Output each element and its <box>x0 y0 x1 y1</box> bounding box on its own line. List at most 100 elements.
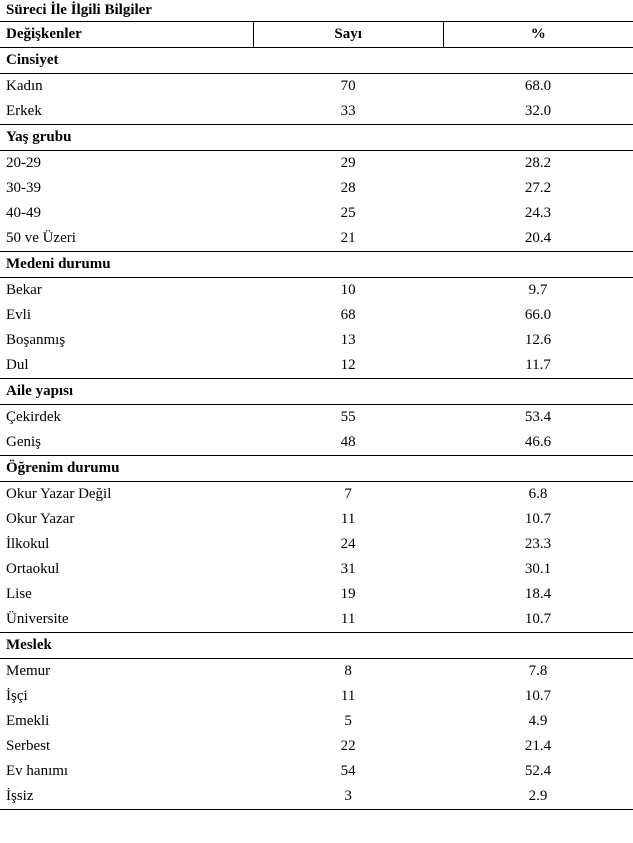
header-row: DeğişkenlerSayı% <box>0 22 633 48</box>
row-percent: 18.4 <box>443 582 633 607</box>
section-label: Aile yapısı <box>0 379 633 405</box>
row-percent: 20.4 <box>443 226 633 252</box>
row-percent: 30.1 <box>443 557 633 582</box>
row-label: Kadın <box>0 74 253 100</box>
row-count: 12 <box>253 353 443 379</box>
table-row: İşçi1110.7 <box>0 684 633 709</box>
row-percent: 27.2 <box>443 176 633 201</box>
row-label: Okur Yazar <box>0 507 253 532</box>
table-row: 20-292928.2 <box>0 151 633 177</box>
row-count: 10 <box>253 278 443 304</box>
row-percent: 28.2 <box>443 151 633 177</box>
row-label: Ev hanımı <box>0 759 253 784</box>
row-count: 19 <box>253 582 443 607</box>
table-row: Geniş4846.6 <box>0 430 633 456</box>
table-row: İlkokul2423.3 <box>0 532 633 557</box>
row-percent: 53.4 <box>443 405 633 431</box>
table-row: Ev hanımı5452.4 <box>0 759 633 784</box>
row-count: 11 <box>253 684 443 709</box>
row-percent: 11.7 <box>443 353 633 379</box>
row-label: İlkokul <box>0 532 253 557</box>
row-label: Ortaokul <box>0 557 253 582</box>
row-percent: 10.7 <box>443 684 633 709</box>
data-table: DeğişkenlerSayı%CinsiyetKadın7068.0Erkek… <box>0 21 633 810</box>
row-percent: 10.7 <box>443 607 633 633</box>
table-row: Evli6866.0 <box>0 303 633 328</box>
table-row: Erkek3332.0 <box>0 99 633 125</box>
row-label: 50 ve Üzeri <box>0 226 253 252</box>
row-count: 11 <box>253 507 443 532</box>
section-header: Aile yapısı <box>0 379 633 405</box>
table-row: Serbest2221.4 <box>0 734 633 759</box>
row-count: 13 <box>253 328 443 353</box>
table-row: Boşanmış1312.6 <box>0 328 633 353</box>
table-row: 50 ve Üzeri2120.4 <box>0 226 633 252</box>
row-percent: 21.4 <box>443 734 633 759</box>
table-row: 30-392827.2 <box>0 176 633 201</box>
row-label: 20-29 <box>0 151 253 177</box>
table-row: Emekli54.9 <box>0 709 633 734</box>
row-count: 5 <box>253 709 443 734</box>
row-label: Emekli <box>0 709 253 734</box>
header-col-variable: Değişkenler <box>0 22 253 48</box>
table-row: Dul1211.7 <box>0 353 633 379</box>
table-row: Bekar109.7 <box>0 278 633 304</box>
row-label: İşçi <box>0 684 253 709</box>
row-count: 54 <box>253 759 443 784</box>
row-count: 29 <box>253 151 443 177</box>
row-label: İşsiz <box>0 784 253 810</box>
row-label: Üniversite <box>0 607 253 633</box>
table-row: Çekirdek5553.4 <box>0 405 633 431</box>
row-label: Memur <box>0 659 253 685</box>
row-label: 40-49 <box>0 201 253 226</box>
row-label: Erkek <box>0 99 253 125</box>
header-col-percent: % <box>443 22 633 48</box>
table-row: Ortaokul3130.1 <box>0 557 633 582</box>
table-row: 40-492524.3 <box>0 201 633 226</box>
row-label: 30-39 <box>0 176 253 201</box>
row-count: 24 <box>253 532 443 557</box>
section-header: Yaş grubu <box>0 125 633 151</box>
row-count: 33 <box>253 99 443 125</box>
section-header: Meslek <box>0 633 633 659</box>
section-label: Cinsiyet <box>0 48 633 74</box>
row-percent: 24.3 <box>443 201 633 226</box>
row-percent: 10.7 <box>443 507 633 532</box>
section-header: Cinsiyet <box>0 48 633 74</box>
row-count: 7 <box>253 482 443 508</box>
row-label: Dul <box>0 353 253 379</box>
row-label: Lise <box>0 582 253 607</box>
table-row: Lise1918.4 <box>0 582 633 607</box>
row-label: Evli <box>0 303 253 328</box>
section-label: Öğrenim durumu <box>0 456 633 482</box>
row-count: 31 <box>253 557 443 582</box>
row-label: Bekar <box>0 278 253 304</box>
row-count: 11 <box>253 607 443 633</box>
row-percent: 9.7 <box>443 278 633 304</box>
row-percent: 52.4 <box>443 759 633 784</box>
table-row: Okur Yazar Değil76.8 <box>0 482 633 508</box>
section-label: Medeni durumu <box>0 252 633 278</box>
row-percent: 12.6 <box>443 328 633 353</box>
row-percent: 46.6 <box>443 430 633 456</box>
row-label: Çekirdek <box>0 405 253 431</box>
row-count: 28 <box>253 176 443 201</box>
table-row: Kadın7068.0 <box>0 74 633 100</box>
table-row: İşsiz32.9 <box>0 784 633 810</box>
row-percent: 4.9 <box>443 709 633 734</box>
row-count: 25 <box>253 201 443 226</box>
row-count: 70 <box>253 74 443 100</box>
row-percent: 68.0 <box>443 74 633 100</box>
row-count: 55 <box>253 405 443 431</box>
section-header: Öğrenim durumu <box>0 456 633 482</box>
section-header: Medeni durumu <box>0 252 633 278</box>
table-title: Süreci İle İlgili Bilgiler <box>0 0 633 21</box>
row-label: Okur Yazar Değil <box>0 482 253 508</box>
row-count: 21 <box>253 226 443 252</box>
row-count: 3 <box>253 784 443 810</box>
row-count: 8 <box>253 659 443 685</box>
row-percent: 7.8 <box>443 659 633 685</box>
row-count: 68 <box>253 303 443 328</box>
row-label: Serbest <box>0 734 253 759</box>
row-count: 22 <box>253 734 443 759</box>
